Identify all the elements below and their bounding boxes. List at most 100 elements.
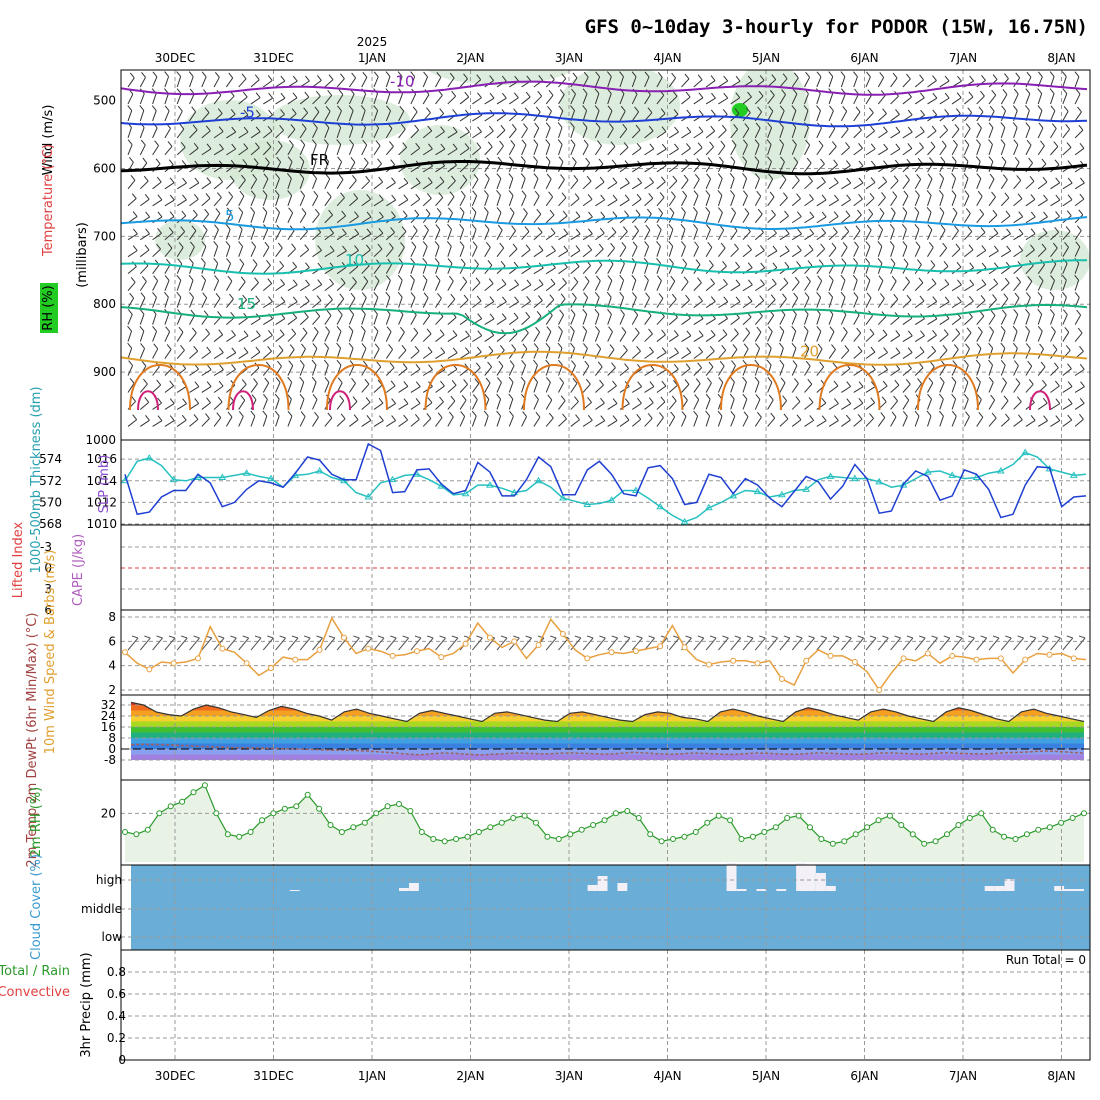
- wind-barb: [287, 317, 298, 325]
- wind-barb-flag: [535, 411, 541, 418]
- rh-marker: [487, 824, 494, 831]
- wind-barb: [816, 216, 827, 224]
- wind-10m-barb: [287, 637, 299, 651]
- wind-barb: [496, 129, 506, 139]
- wind-barb-flag: [562, 210, 568, 217]
- wind-barb: [619, 350, 628, 359]
- wind-barb: [927, 265, 936, 275]
- wind-barb-flag: [1016, 396, 1022, 402]
- wind-barb: [607, 182, 618, 190]
- wind-barb-flag: [522, 411, 527, 417]
- wind-barb-flag: [180, 344, 185, 351]
- wind-barb-flag: [535, 326, 540, 333]
- wind-barb-flag: [557, 342, 563, 349]
- wind-barb-flag: [1052, 242, 1058, 249]
- wind-barb: [607, 93, 612, 105]
- wind-barb: [385, 331, 392, 342]
- wind-barb: [841, 199, 851, 207]
- wind-speed-line-marker: [705, 661, 712, 668]
- wind-barb-flag: [177, 258, 183, 264]
- wind-barb-flag: [127, 105, 133, 111]
- wind-barb-flag: [965, 123, 971, 129]
- wind-barb-flag: [200, 257, 206, 264]
- wind-barb-flag: [325, 326, 330, 332]
- wind-barb: [742, 416, 749, 427]
- wind-barb: [336, 197, 345, 207]
- rh-marker: [338, 829, 345, 835]
- wind-barb: [238, 179, 246, 190]
- wind-barb: [558, 144, 563, 156]
- wind-barb-flag: [253, 378, 258, 384]
- wind-barb-flag: [439, 108, 445, 114]
- rh-marker: [1001, 833, 1008, 840]
- wind-barb: [1025, 76, 1032, 88]
- wind-10m-barb: [410, 637, 422, 651]
- wind-barb: [595, 248, 604, 258]
- wind-barb: [976, 417, 984, 427]
- wind-barb-flag: [816, 105, 821, 111]
- wind-barb-flag: [410, 258, 416, 264]
- isotherm-loop: [917, 364, 979, 411]
- wind-barb-flag: [176, 88, 182, 94]
- wind-barb: [963, 365, 969, 376]
- wind-barb: [1037, 331, 1043, 342]
- wind-speed-line-marker: [681, 644, 688, 651]
- wind-barb-flag: [225, 240, 231, 247]
- wind-barb-flag: [363, 276, 369, 282]
- wind-barb-flag: [941, 140, 947, 147]
- wind-barb-flag: [906, 294, 912, 301]
- wind-barb: [853, 350, 863, 359]
- wind-barb-flag: [919, 142, 924, 148]
- wind-barb: [570, 330, 575, 342]
- wind-barb: [361, 297, 367, 308]
- wind-barb-flag: [501, 92, 507, 99]
- wind-barb: [656, 316, 665, 325]
- wind-barb-flag: [152, 71, 158, 78]
- wind-barb-flag: [250, 410, 256, 417]
- wind-barb: [1050, 231, 1059, 241]
- wind-barb: [890, 246, 895, 257]
- wind-barb: [754, 381, 760, 393]
- wind-10m-barb: [619, 637, 631, 651]
- wind-barb: [631, 263, 637, 274]
- wind-barb: [1074, 129, 1084, 139]
- wind-barb-flag: [510, 139, 516, 146]
- wind-barb: [509, 284, 519, 292]
- wind-barb-flag: [633, 309, 639, 316]
- wind-barb-flag: [965, 343, 970, 350]
- wind-barb-flag: [336, 359, 342, 366]
- wind-barb-flag: [464, 143, 470, 149]
- wind-barb-flag: [621, 326, 627, 333]
- wind-10m-barb-flag: [857, 635, 864, 639]
- wind-barb-flag: [632, 241, 638, 248]
- isotherm-loop: [129, 364, 191, 411]
- wind-barb: [189, 263, 194, 274]
- rh-marker: [772, 824, 779, 831]
- wind-10m-barb: [361, 637, 373, 651]
- wind-barb: [545, 331, 552, 342]
- wind-barb-flag: [732, 344, 738, 350]
- wind-barb: [213, 181, 223, 190]
- wind-barb-flag: [243, 126, 249, 133]
- wind-barb-flag: [656, 224, 662, 230]
- wind-barb: [570, 127, 575, 139]
- wind-barb-flag: [805, 360, 811, 367]
- wind-barb-flag: [743, 190, 748, 197]
- wind-barb-flag: [804, 292, 810, 298]
- wind-barb-flag: [143, 378, 148, 385]
- wind-barb: [804, 180, 813, 190]
- wind-barb: [767, 364, 772, 376]
- wind-barb: [878, 385, 888, 393]
- wind-barb-flag: [401, 226, 407, 232]
- wind-barb-flag: [514, 75, 520, 82]
- wind-barb-flag: [686, 109, 692, 116]
- wind-barb: [127, 233, 138, 241]
- wind-barb: [238, 131, 249, 139]
- wind-barb-flag: [255, 92, 261, 99]
- wind-barb-flag: [475, 277, 481, 284]
- wind-barb-flag: [144, 244, 150, 251]
- wind-10m-barb: [988, 637, 1000, 651]
- wind-barb-flag: [143, 175, 149, 182]
- wind-barb: [1013, 77, 1021, 88]
- wind-barb: [459, 335, 470, 342]
